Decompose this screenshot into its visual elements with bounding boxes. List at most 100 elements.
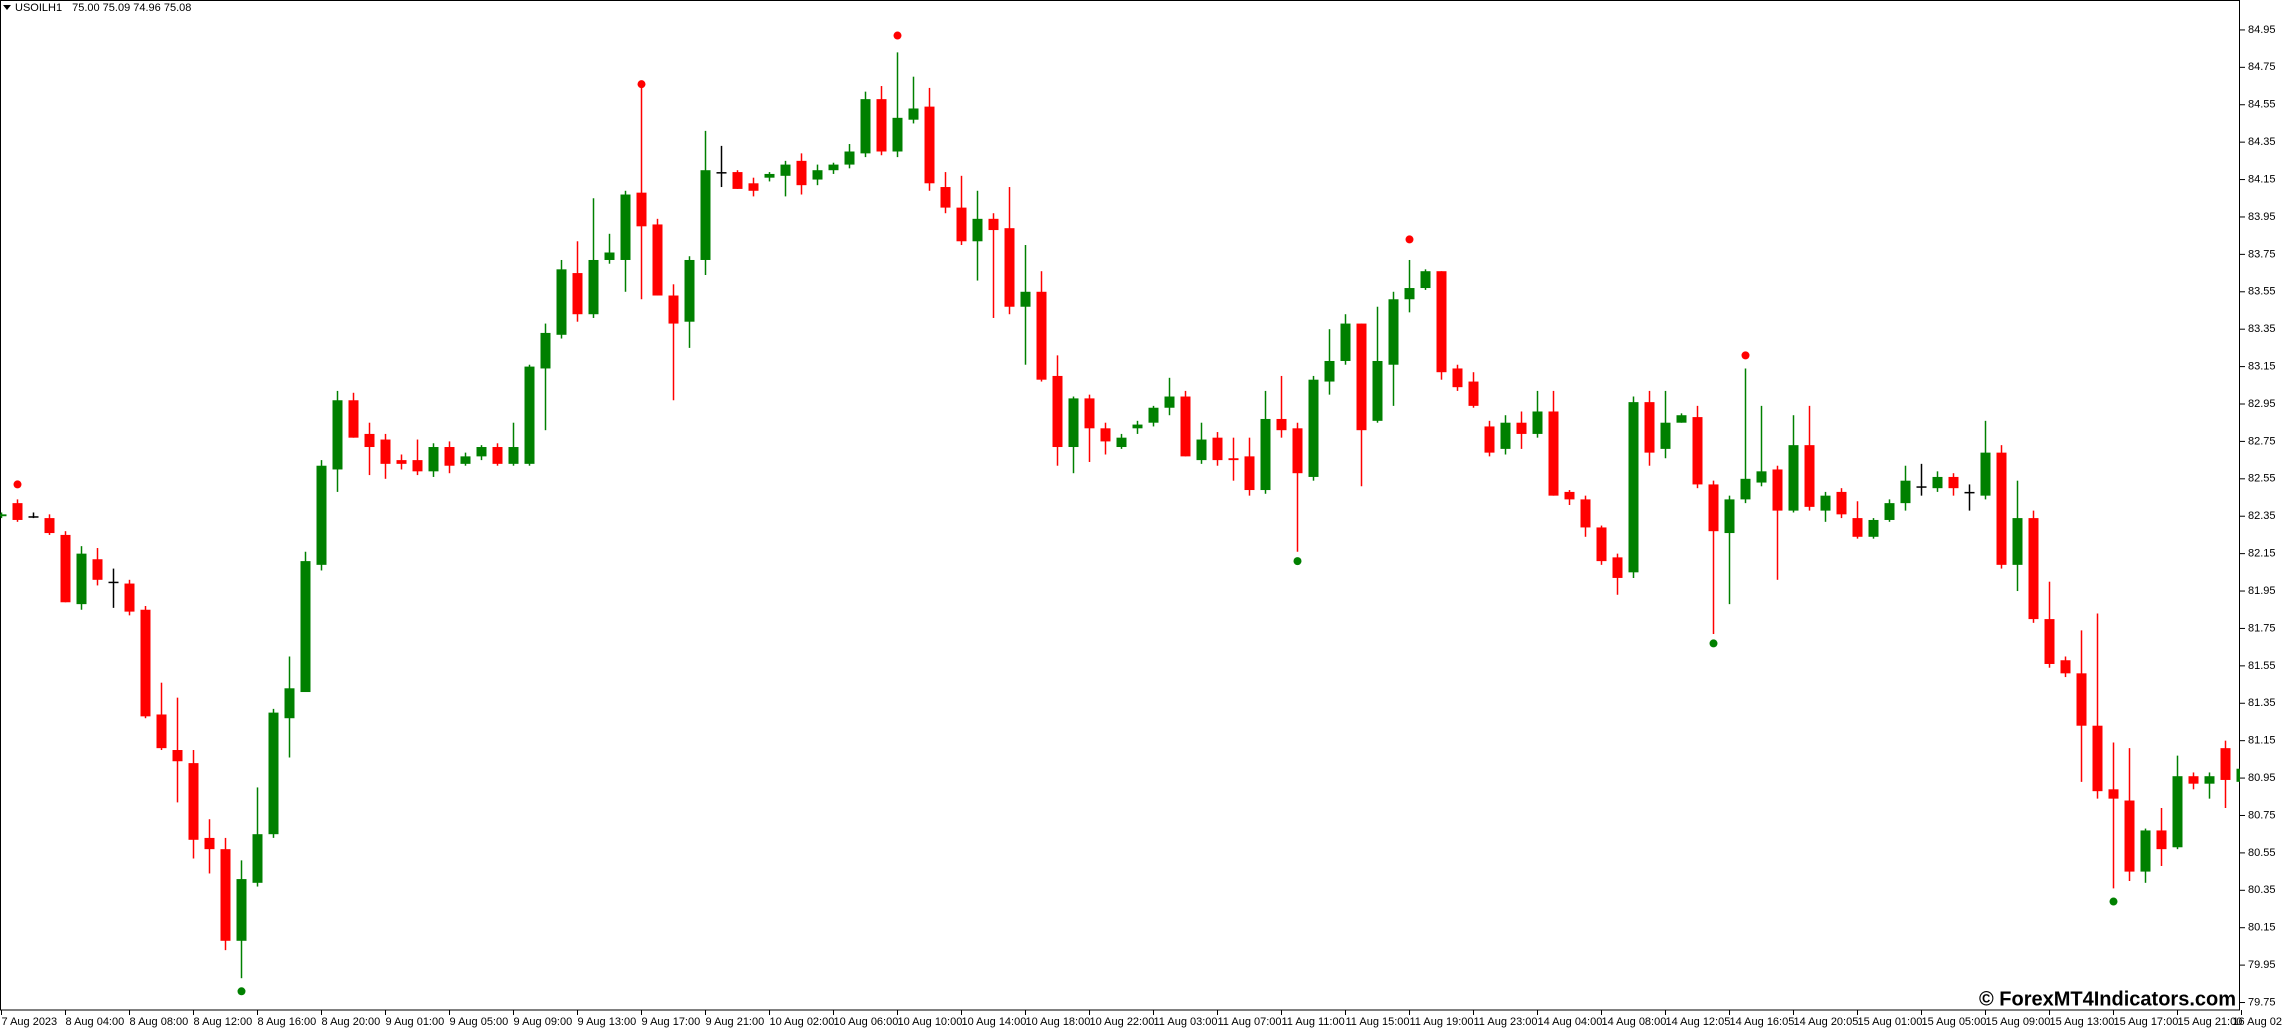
x-tick-label: 15 Aug 13:00: [2050, 1016, 2115, 1028]
candle-body: [1468, 381, 1479, 406]
candle-body: [220, 849, 231, 941]
buy-signal: [1293, 557, 1302, 566]
sell-signal: [1405, 235, 1414, 244]
candle-body: [396, 460, 407, 464]
y-tick-label: 82.35: [2248, 510, 2276, 522]
candle-body: [1532, 411, 1543, 434]
y-tick-label: 80.95: [2248, 772, 2276, 784]
candle-body: [428, 447, 439, 472]
candle-body: [476, 447, 487, 457]
candle-body: [1484, 426, 1495, 453]
candle-body: [1068, 398, 1079, 448]
candle-body: [1324, 360, 1335, 382]
candle-body: [1116, 437, 1127, 448]
x-tick-label: 14 Aug 20:05: [1794, 1016, 1859, 1028]
candle-body: [300, 561, 311, 693]
candle-body: [636, 192, 647, 227]
x-tick-label: 9 Aug 21:00: [706, 1016, 765, 1028]
candle-body: [348, 400, 359, 438]
candle-body: [1292, 428, 1303, 474]
candle-body: [1004, 228, 1015, 307]
x-tick-label: 8 Aug 12:00: [194, 1016, 253, 1028]
y-tick-label: 83.55: [2248, 286, 2276, 298]
y-tick-label: 84.75: [2248, 61, 2276, 73]
buy-signal: [1709, 639, 1718, 648]
candle-body: [620, 194, 631, 260]
x-tick-label: 14 Aug 08:00: [1602, 1016, 1667, 1028]
candle-body: [284, 688, 295, 719]
candle-body: [92, 559, 103, 580]
candle-body: [460, 456, 471, 464]
buy-signal: [237, 987, 246, 996]
candle-body: [2076, 673, 2087, 726]
y-tick-label: 79.95: [2248, 959, 2276, 971]
y-tick-label: 80.15: [2248, 922, 2276, 934]
candle-body: [1228, 458, 1239, 461]
candle-body: [1260, 418, 1271, 491]
candle-body: [1996, 452, 2007, 565]
candle-body: [1084, 398, 1095, 429]
candle-body: [508, 447, 519, 464]
candle-body: [2012, 518, 2023, 565]
candle-body: [364, 433, 375, 448]
candle-body: [140, 609, 151, 717]
candle-body: [188, 763, 199, 840]
candle-body: [1692, 417, 1703, 485]
candle-body: [1036, 291, 1047, 380]
candle-body: [1132, 424, 1143, 429]
ohlc-text: 75.00 75.09 74.96 75.08: [72, 2, 191, 14]
y-tick-label: 83.15: [2248, 360, 2276, 372]
candle-body: [1420, 271, 1431, 289]
y-tick-label: 80.75: [2248, 809, 2276, 821]
candle-body: [908, 108, 919, 120]
x-tick-label: 10 Aug 18:00: [1026, 1016, 1091, 1028]
candle-body: [1740, 478, 1751, 500]
x-tick-label: 11 Aug 11:00: [1282, 1016, 1345, 1028]
candle-body: [1436, 271, 1447, 373]
candle-body: [156, 714, 167, 749]
candle-body: [716, 172, 727, 174]
candle-body: [1964, 491, 1975, 494]
candle-body: [940, 187, 951, 208]
y-tick-label: 84.35: [2248, 136, 2276, 148]
y-tick-label: 84.95: [2248, 24, 2276, 36]
candle-body: [28, 516, 39, 518]
candle-body: [1932, 476, 1943, 489]
symbol: USOILH1: [15, 2, 62, 14]
candle-body: [108, 581, 119, 584]
candle-body: [332, 400, 343, 470]
candle-body: [0, 514, 7, 517]
x-tick-label: 11 Aug 19:00: [1410, 1016, 1474, 1028]
candle-body: [1948, 476, 1959, 489]
candle-body: [1020, 291, 1031, 307]
candle-body: [1356, 323, 1367, 431]
candle-body: [1660, 422, 1671, 449]
candle-body: [652, 224, 663, 296]
candle-body: [1452, 368, 1463, 388]
x-tick-label: 10 Aug 14:00: [962, 1016, 1027, 1028]
candle-body: [1148, 407, 1159, 423]
y-tick-label: 82.95: [2248, 398, 2276, 410]
x-tick-label: 15 Aug 09:00: [1986, 1016, 2051, 1028]
candle-body: [2172, 776, 2183, 848]
y-tick-label: 82.55: [2248, 473, 2276, 485]
candle-body: [876, 99, 887, 152]
candle-body: [588, 259, 599, 315]
candle-body: [1756, 471, 1767, 483]
candle-body: [1676, 415, 1687, 423]
candle-body: [748, 183, 759, 191]
sell-signal: [13, 480, 22, 489]
x-tick-label: 10 Aug 06:00: [834, 1016, 899, 1028]
x-tick-label: 10 Aug 02:00: [770, 1016, 835, 1028]
candle-body: [972, 218, 983, 242]
candle-body: [76, 553, 87, 605]
candle-body: [44, 518, 55, 534]
candle-body: [524, 366, 535, 464]
candle-body: [1404, 288, 1415, 300]
x-tick-label: 15 Aug 01:00: [1858, 1016, 1923, 1028]
candle-body: [1644, 402, 1655, 453]
candle-body: [1868, 519, 1879, 537]
candle-body: [1276, 418, 1287, 431]
